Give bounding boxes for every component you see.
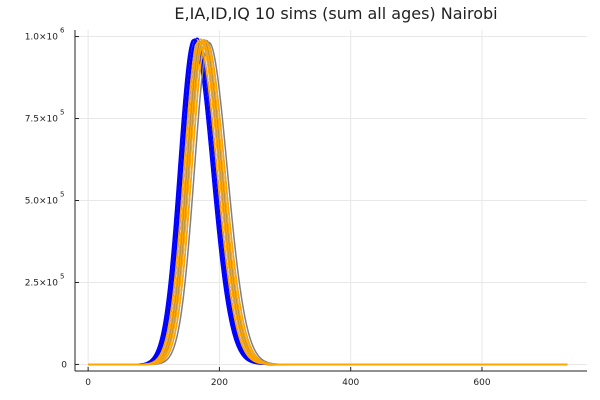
series-line-10 bbox=[88, 40, 568, 366]
x-tick-label-0: 0 bbox=[85, 378, 91, 388]
series-layer bbox=[88, 37, 568, 366]
y-tick-label-2: 5.0×10 bbox=[25, 197, 59, 207]
series-line-7 bbox=[88, 39, 568, 366]
series-line-1 bbox=[88, 38, 568, 366]
y-tick-label-3: 7.5×10 bbox=[25, 115, 59, 125]
series-line-3 bbox=[88, 37, 568, 366]
series-line-8 bbox=[88, 39, 568, 366]
x-tick-label-2: 400 bbox=[342, 378, 359, 388]
series-line-4 bbox=[88, 40, 568, 366]
series-line-6 bbox=[88, 40, 568, 366]
x-tick-label-1: 200 bbox=[211, 378, 228, 388]
grid-layer bbox=[75, 30, 587, 371]
series-line-14 bbox=[88, 41, 568, 366]
y-tick-label-0: 0 bbox=[61, 360, 67, 370]
series-line-11 bbox=[88, 38, 568, 366]
series-line-9 bbox=[88, 41, 568, 366]
x-tick-label-3: 600 bbox=[473, 378, 490, 388]
series-line-0 bbox=[88, 39, 568, 366]
y-tick-exponent-1: 5 bbox=[60, 272, 64, 280]
y-tick-label-4: 1.0×10 bbox=[25, 33, 59, 43]
y-tick-exponent-2: 5 bbox=[60, 191, 64, 199]
y-tick-label-1: 2.5×10 bbox=[25, 278, 59, 288]
series-line-5 bbox=[88, 42, 568, 366]
y-tick-exponent-3: 5 bbox=[60, 109, 64, 117]
series-line-2 bbox=[88, 39, 568, 366]
series-line-12 bbox=[88, 39, 568, 366]
series-line-13 bbox=[88, 39, 568, 366]
chart-title: E,IA,ID,IQ 10 sims (sum all ages) Nairob… bbox=[174, 4, 497, 23]
y-tick-exponent-4: 6 bbox=[60, 27, 65, 35]
